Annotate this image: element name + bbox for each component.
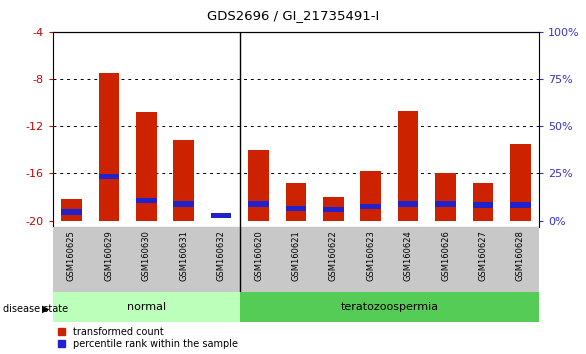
Bar bbox=[360, 204, 381, 209]
Bar bbox=[510, 144, 531, 221]
Text: GSM160624: GSM160624 bbox=[404, 230, 413, 281]
Bar bbox=[173, 201, 194, 206]
Bar bbox=[473, 183, 493, 221]
Text: GSM160631: GSM160631 bbox=[179, 230, 188, 281]
Bar bbox=[61, 199, 81, 221]
Bar bbox=[473, 202, 493, 208]
Bar bbox=[240, 292, 539, 322]
Bar bbox=[285, 183, 306, 221]
Bar bbox=[398, 201, 418, 206]
Bar bbox=[53, 292, 240, 322]
Text: ▶: ▶ bbox=[42, 304, 50, 314]
Bar bbox=[323, 207, 343, 212]
Text: GSM160626: GSM160626 bbox=[441, 230, 450, 281]
Bar bbox=[136, 198, 156, 203]
Bar bbox=[285, 206, 306, 211]
Bar bbox=[435, 173, 456, 221]
Text: disease state: disease state bbox=[3, 304, 68, 314]
Text: GSM160623: GSM160623 bbox=[366, 230, 375, 281]
Text: GSM160625: GSM160625 bbox=[67, 230, 76, 281]
Text: normal: normal bbox=[127, 302, 166, 312]
Bar bbox=[61, 210, 81, 215]
Bar bbox=[136, 112, 156, 221]
Bar bbox=[510, 202, 531, 208]
Bar bbox=[435, 201, 456, 206]
Bar bbox=[248, 201, 269, 206]
Text: GSM160621: GSM160621 bbox=[291, 230, 301, 281]
Legend: transformed count, percentile rank within the sample: transformed count, percentile rank withi… bbox=[57, 327, 238, 349]
Bar bbox=[98, 73, 119, 221]
Text: GSM160627: GSM160627 bbox=[479, 230, 488, 281]
Text: GSM160632: GSM160632 bbox=[217, 230, 226, 281]
Text: GSM160630: GSM160630 bbox=[142, 230, 151, 281]
Text: teratozoospermia: teratozoospermia bbox=[340, 302, 438, 312]
Text: GDS2696 / GI_21735491-I: GDS2696 / GI_21735491-I bbox=[207, 9, 379, 22]
Text: GSM160622: GSM160622 bbox=[329, 230, 338, 281]
Bar bbox=[248, 150, 269, 221]
Text: GSM160620: GSM160620 bbox=[254, 230, 263, 281]
Text: GSM160629: GSM160629 bbox=[104, 230, 113, 281]
Bar bbox=[98, 174, 119, 179]
Bar bbox=[360, 171, 381, 221]
Bar bbox=[323, 197, 343, 221]
Text: GSM160628: GSM160628 bbox=[516, 230, 525, 281]
Bar bbox=[398, 111, 418, 221]
Bar bbox=[173, 141, 194, 221]
Bar bbox=[211, 213, 231, 218]
